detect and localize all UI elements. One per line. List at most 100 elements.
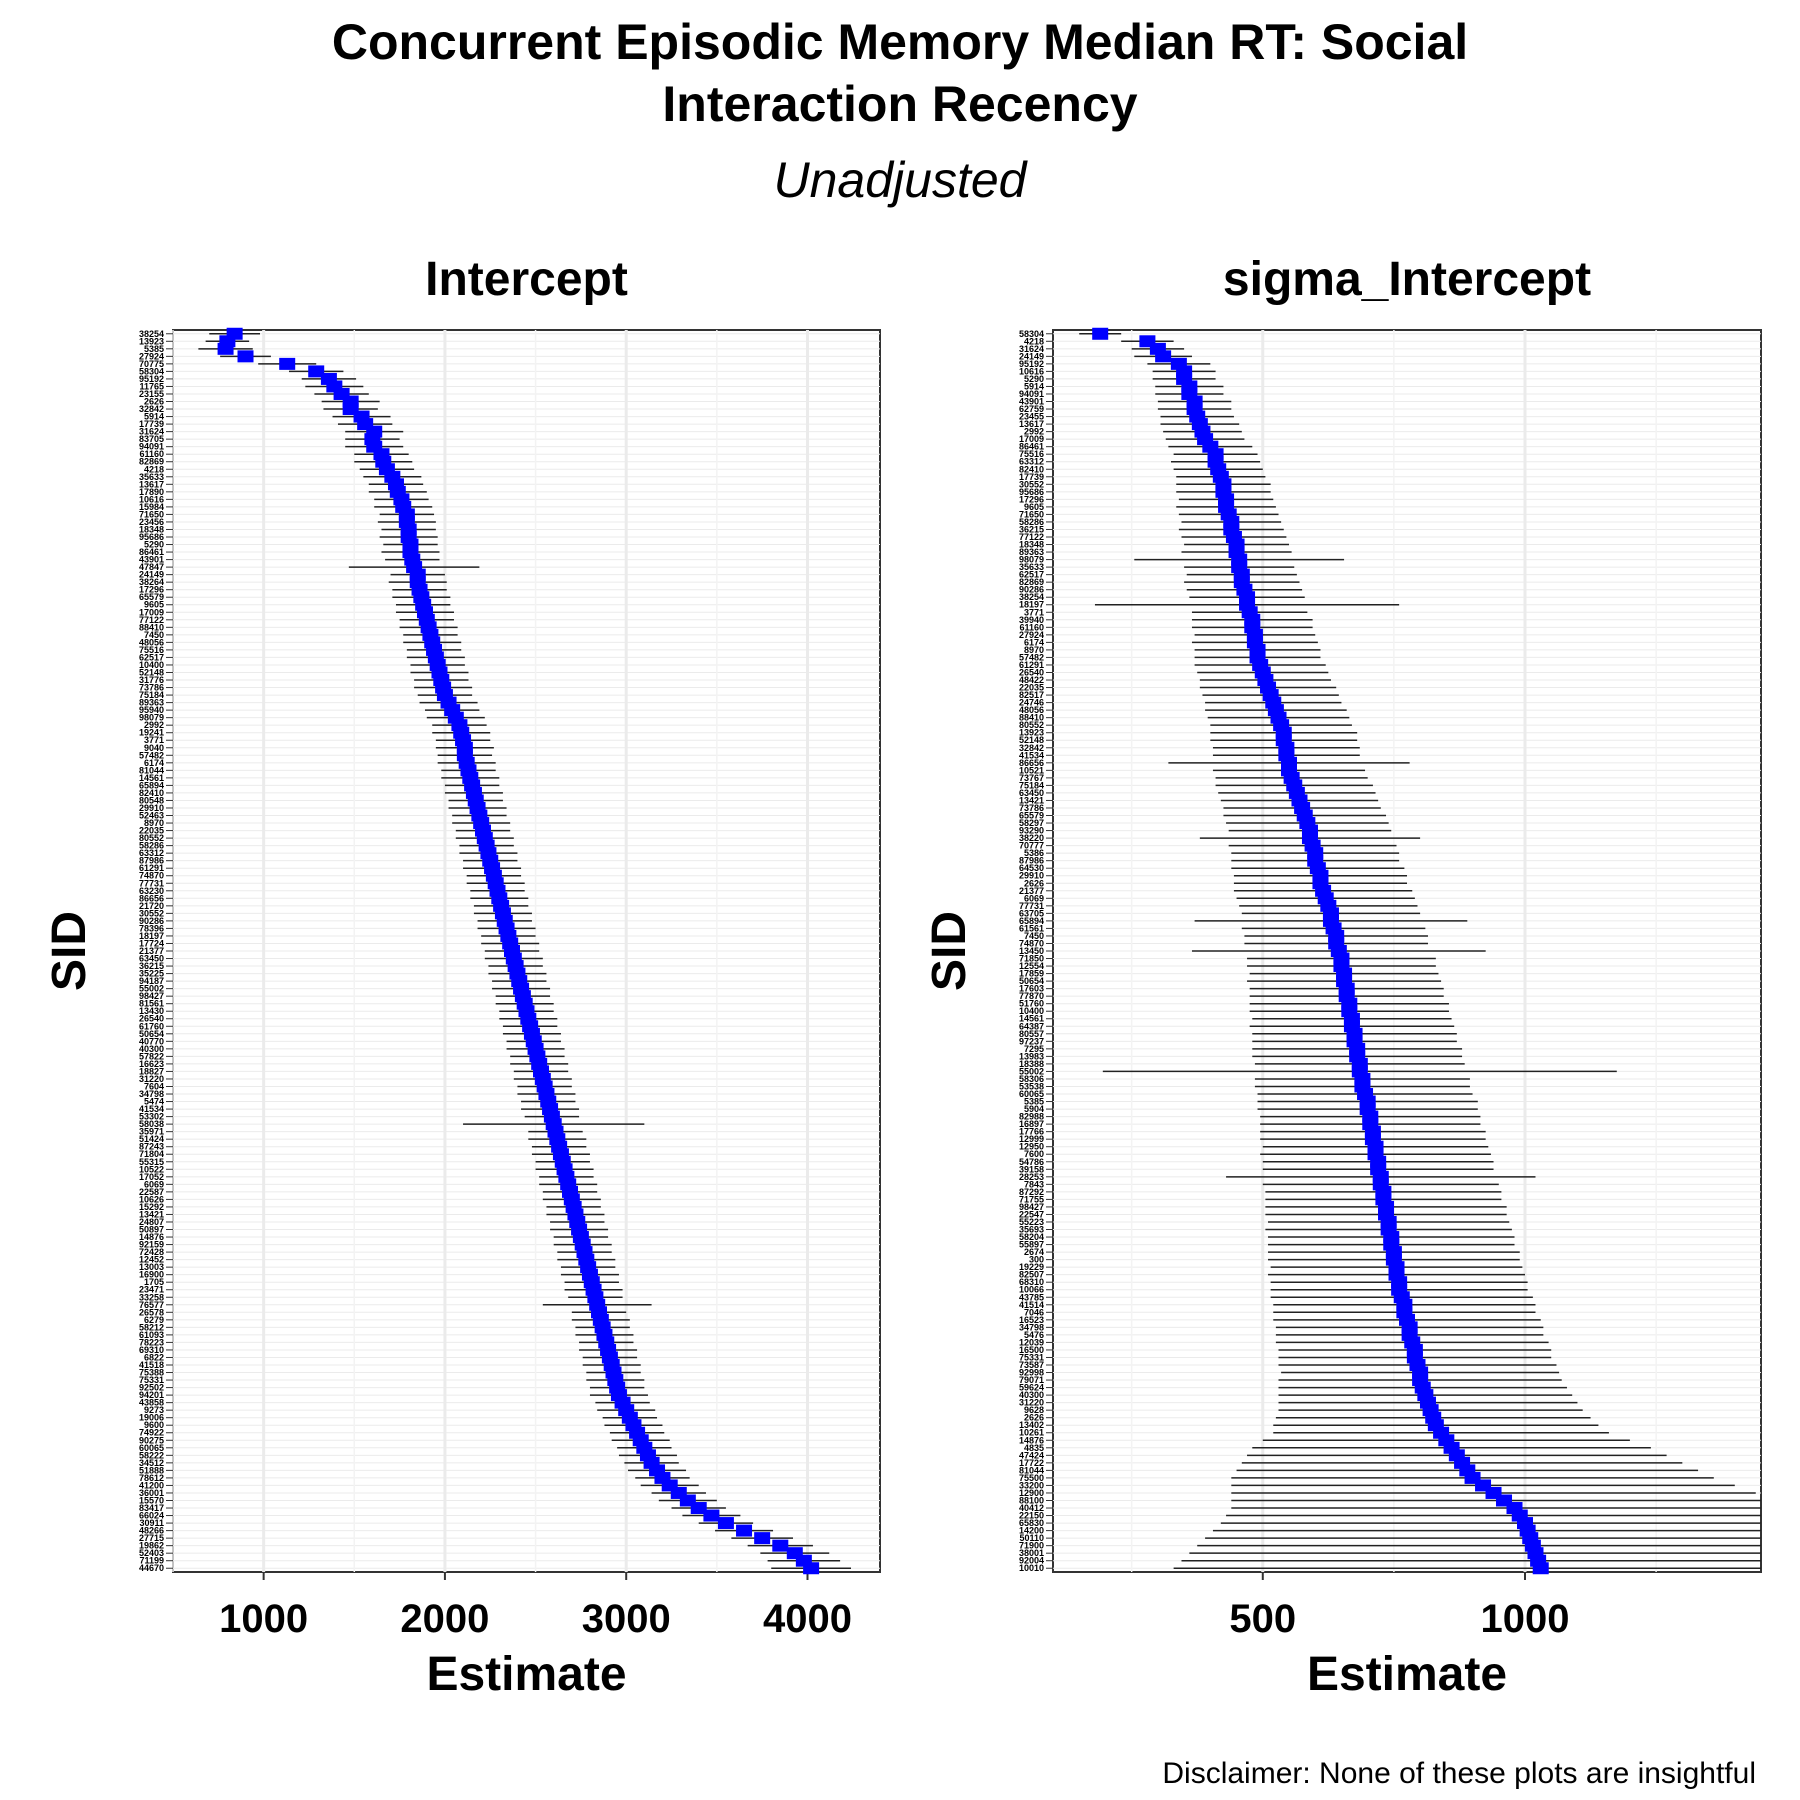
panel-2-y-tick-label: 50110: [1019, 1533, 1044, 1543]
panel-2-y-tick-label: 98427: [1019, 1202, 1044, 1212]
panel-1-point-48266: [736, 1524, 753, 1537]
panel-1-y-tick-label: 5290: [144, 540, 164, 550]
panel-1-y-tick-label: 72428: [139, 1247, 164, 1257]
panel-1-y-tick-label: 9040: [144, 743, 164, 753]
panel-2-y-tick-label: 79071: [1019, 1375, 1044, 1385]
panel-2-y-tick-label: 5385: [1024, 1097, 1044, 1107]
panel-2-y-tick-label: 40300: [1019, 1390, 1044, 1400]
panel-1-y-tick-label: 61093: [139, 1330, 164, 1340]
panel-1-y-tick-label: 6279: [144, 1315, 164, 1325]
panel-2-y-tick-label: 71900: [1019, 1541, 1044, 1551]
panel-1-y-tick-label: 83705: [139, 434, 164, 444]
panel-2-y-tick-label: 82869: [1019, 577, 1044, 587]
panel-2-y-tick-label: 54786: [1019, 1157, 1044, 1167]
panel-1-y-tick-label: 1705: [144, 1277, 164, 1287]
panel-1-y-tick-label: 13421: [139, 1209, 164, 1219]
panel-1-y-tick-label: 47847: [139, 562, 164, 572]
panel-1-y-tick-label: 13923: [139, 336, 164, 346]
panel-1-y-tick-label: 94187: [139, 976, 164, 986]
panel-2-y-tick-label: 73767: [1019, 773, 1044, 783]
panel-2-y-tick-label: 7843: [1024, 1179, 1044, 1189]
panel-2-y-tick-label: 28253: [1019, 1172, 1044, 1182]
panel-2-point-24149: [1155, 350, 1172, 363]
panel-2-y-tick-label: 52148: [1019, 735, 1044, 745]
panel-1-y-tick-label: 94201: [139, 1390, 164, 1400]
panel-2-y-tick-label: 13450: [1019, 946, 1044, 956]
panel-1-y-tick-label: 6822: [144, 1352, 164, 1362]
panel-1-y-tick-label: 14876: [139, 1232, 164, 1242]
panel-2-y-tick-label: 17009: [1019, 434, 1044, 444]
panel-1-y-tick-label: 95686: [139, 532, 164, 542]
panel-2-y-tick-label: 58306: [1019, 1074, 1044, 1084]
panel-1-y-tick-label: 5385: [144, 344, 164, 354]
panel-1-y-tick-label: 16623: [139, 1059, 164, 1069]
panel-1-y-tick-label: 71650: [139, 509, 164, 519]
panel-1-y-tick-label: 63312: [139, 848, 164, 858]
panel-1-y-tick-label: 74870: [139, 871, 164, 881]
panel-2-y-tick-label: 5386: [1024, 848, 1044, 858]
panel-1-y-tick-label: 17739: [139, 419, 164, 429]
panel-2-x-tick-label: 500: [1229, 1597, 1296, 1641]
panel-2-y-tick-label: 5904: [1024, 1104, 1044, 1114]
panel-1-y-tick-label: 14561: [139, 773, 164, 783]
panel-2-y-tick-label: 9605: [1024, 502, 1044, 512]
panel-1-y-tick-label: 88410: [139, 622, 164, 632]
panel-2-y-tick-label: 9628: [1024, 1405, 1044, 1415]
chart-title-line-1: Concurrent Episodic Memory Median RT: So…: [331, 14, 1469, 70]
panel-2-y-tick-label: 4835: [1024, 1443, 1044, 1453]
panel-2-y-tick-label: 10521: [1019, 765, 1044, 775]
panel-1-y-tick-label: 2992: [144, 720, 164, 730]
panel-1-y-tick-label: 34798: [139, 1089, 164, 1099]
panel-1-y-tick-label: 76577: [139, 1300, 164, 1310]
panel-1-y-tick-label: 95192: [139, 374, 164, 384]
panel-2-y-tick-label: 35693: [1019, 1225, 1044, 1235]
panel-1-y-tick-label: 63230: [139, 886, 164, 896]
panel-2-y-tick-label: 22547: [1019, 1209, 1044, 1219]
panel-2-y-tick-label: 22035: [1019, 683, 1044, 693]
panel-1-y-tick-label: 24149: [139, 570, 164, 580]
panel-2-y-tick-label: 21377: [1019, 886, 1044, 896]
panel-1-y-tick-label: 19862: [139, 1541, 164, 1551]
panel-2-y-tick-label: 18197: [1019, 600, 1044, 610]
panel-2-y-tick-label: 14561: [1019, 1014, 1044, 1024]
panel-2-y-tick-label: 6174: [1024, 637, 1044, 647]
panel-2-y-tick-label: 35633: [1019, 562, 1044, 572]
panel-2-y-tick-label: 88100: [1019, 1495, 1044, 1505]
panel-2-y-tick-label: 97237: [1019, 1036, 1044, 1046]
panel-2-y-tick-label: 10616: [1019, 366, 1044, 376]
panel-1-y-tick-label: 55002: [139, 984, 164, 994]
panel-2-y-tick-label: 80552: [1019, 720, 1044, 730]
panel-2-y-tick-label: 26540: [1019, 667, 1044, 677]
panel-1-y-tick-label: 82410: [139, 788, 164, 798]
panel-1-y-tick-label: 22035: [139, 826, 164, 836]
panel-1-y-tick-label: 58212: [139, 1322, 164, 1332]
panel-2-y-tick-label: 77122: [1019, 532, 1044, 542]
panel-2-y-tick-label: 89363: [1019, 547, 1044, 557]
panel-1-y-tick-label: 33258: [139, 1292, 164, 1302]
panel-1-y-tick-label: 75331: [139, 1375, 164, 1385]
panel-1-y-tick-label: 6174: [144, 758, 164, 768]
panel-1-point-19862: [772, 1539, 789, 1552]
panel-2-y-tick-label: 75331: [1019, 1352, 1044, 1362]
panel-1-y-tick-label: 41200: [139, 1480, 164, 1490]
panel-1-y-tick-label: 19006: [139, 1413, 164, 1423]
panel-1-y-tick-label: 50654: [139, 1029, 164, 1039]
panel-2-y-tick-label: 82988: [1019, 1112, 1044, 1122]
panel-1-y-tick-label: 26540: [139, 1014, 164, 1024]
panel-2-x-tick-label: 1000: [1481, 1597, 1570, 1641]
panel-2-y-tick-label: 77731: [1019, 901, 1044, 911]
panel-2-y-tick-label: 27924: [1019, 630, 1044, 640]
panel-2-y-tick-label: 10400: [1019, 1006, 1044, 1016]
panel-1-y-tick-label: 15570: [139, 1495, 164, 1505]
panel-1-y-tick-label: 3771: [144, 735, 164, 745]
panel-2-y-tick-label: 2674: [1024, 1247, 1044, 1257]
panel-1-y-tick-label: 50897: [139, 1225, 164, 1235]
panel-1-y-tick-label: 18348: [139, 524, 164, 534]
panel-2-y-tick-label: 48056: [1019, 705, 1044, 715]
panel-2-y-tick-label: 17739: [1019, 472, 1044, 482]
panel-2-y-tick-label: 30552: [1019, 479, 1044, 489]
panel-1-y-tick-label: 87986: [139, 856, 164, 866]
panel-1-y-tick-label: 58286: [139, 841, 164, 851]
panel-2-y-tick-label: 40412: [1019, 1503, 1044, 1513]
panel-2-y-tick-label: 12554: [1019, 961, 1044, 971]
